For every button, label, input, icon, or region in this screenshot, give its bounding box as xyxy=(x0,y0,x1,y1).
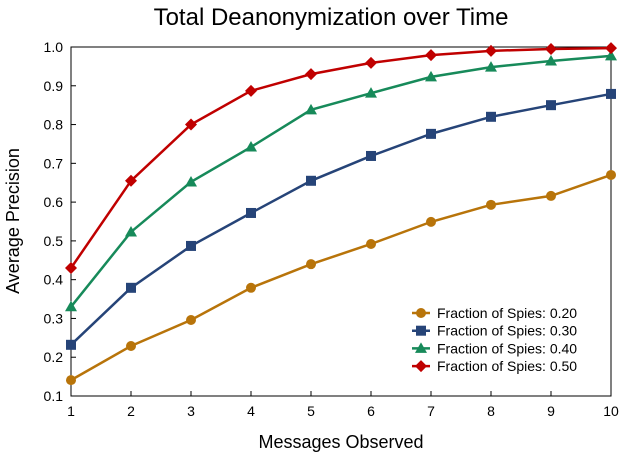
x-tick-label: 3 xyxy=(187,403,195,419)
triangle-marker xyxy=(125,225,137,237)
series-line xyxy=(69,46,612,269)
legend-item: Fraction of Spies: 0.40 xyxy=(412,340,577,356)
y-tick-label: 0.9 xyxy=(44,78,64,94)
x-tick-label: 2 xyxy=(127,403,135,419)
diamond-marker xyxy=(605,42,617,55)
square-marker xyxy=(246,207,256,218)
diamond-marker xyxy=(65,262,77,275)
square-marker xyxy=(486,111,496,122)
triangle-marker xyxy=(65,300,77,312)
triangle-marker xyxy=(415,342,427,353)
diamond-marker xyxy=(185,118,197,131)
series-2 xyxy=(66,88,616,350)
square-marker xyxy=(306,175,316,186)
triangle-marker xyxy=(185,175,197,187)
circle-marker xyxy=(546,190,556,201)
x-tick-label: 5 xyxy=(307,403,315,419)
circle-marker xyxy=(426,216,436,227)
square-marker xyxy=(416,325,426,336)
circle-marker xyxy=(486,199,496,210)
legend: Fraction of Spies: 0.20 Fraction of Spies… xyxy=(412,305,577,374)
legend-item: Fraction of Spies: 0.20 xyxy=(412,305,577,321)
x-tick-label: 1 xyxy=(67,403,75,419)
circle-marker xyxy=(66,375,76,386)
triangle-marker xyxy=(425,70,437,82)
legend-label: Fraction of Spies: 0.50 xyxy=(437,358,577,374)
series-line xyxy=(70,54,612,308)
y-tick-label: 0.1 xyxy=(44,388,64,404)
diamond-marker xyxy=(245,84,257,97)
y-axis-label: Average Precision xyxy=(3,148,23,294)
square-marker xyxy=(426,128,436,139)
series-line xyxy=(70,173,612,382)
y-tick-label: 1.0 xyxy=(44,39,64,55)
square-marker xyxy=(606,88,616,99)
x-tick-label: 4 xyxy=(247,403,255,419)
circle-marker xyxy=(416,308,426,318)
legend-item: Fraction of Spies: 0.30 xyxy=(412,323,577,339)
chart-title: Total Deanonymization over Time xyxy=(154,4,509,31)
diamond-marker xyxy=(415,360,427,373)
x-tick-label: 10 xyxy=(603,403,619,419)
y-tick-label: 0.7 xyxy=(44,155,64,171)
diamond-marker xyxy=(365,56,377,69)
circle-marker xyxy=(366,238,376,249)
triangle-marker xyxy=(545,54,557,66)
y-tick-label: 0.8 xyxy=(44,117,64,133)
square-marker xyxy=(366,150,376,161)
triangle-marker xyxy=(365,87,377,98)
circle-marker xyxy=(606,169,616,180)
circle-marker xyxy=(246,282,256,293)
square-marker xyxy=(186,240,196,251)
x-tick-label: 6 xyxy=(367,403,375,419)
circle-marker xyxy=(186,314,196,325)
diamond-marker xyxy=(485,44,497,57)
diamond-marker xyxy=(305,68,317,81)
diamond-marker xyxy=(425,49,437,62)
x-tick-label: 7 xyxy=(427,403,435,419)
square-marker xyxy=(126,282,136,293)
y-tick-label: 0.4 xyxy=(44,272,64,288)
x-tick-label: 9 xyxy=(547,403,555,419)
plot-frame xyxy=(70,46,612,397)
y-tick-label: 0.5 xyxy=(44,233,64,249)
triangle-marker xyxy=(305,103,317,115)
legend-label: Fraction of Spies: 0.20 xyxy=(437,305,577,321)
square-marker xyxy=(546,100,556,111)
triangle-marker xyxy=(605,49,617,61)
diamond-marker xyxy=(125,174,137,187)
square-marker xyxy=(66,339,76,350)
series-1 xyxy=(66,169,616,386)
x-tick-label: 8 xyxy=(487,403,495,419)
legend-label: Fraction of Spies: 0.30 xyxy=(437,323,577,339)
series-line xyxy=(70,92,612,346)
y-tick-label: 0.6 xyxy=(44,194,64,210)
triangle-marker xyxy=(485,61,497,72)
series-3 xyxy=(65,49,617,312)
circle-marker xyxy=(126,340,136,351)
x-axis-label: Messages Observed xyxy=(258,432,423,452)
legend-item: Fraction of Spies: 0.50 xyxy=(412,358,577,374)
triangle-marker xyxy=(245,141,257,152)
diamond-marker xyxy=(545,42,557,55)
y-tick-label: 0.3 xyxy=(44,310,64,326)
legend-label: Fraction of Spies: 0.40 xyxy=(437,340,577,356)
circle-marker xyxy=(306,259,316,270)
y-tick-label: 0.2 xyxy=(44,349,64,365)
series-4 xyxy=(65,42,617,275)
